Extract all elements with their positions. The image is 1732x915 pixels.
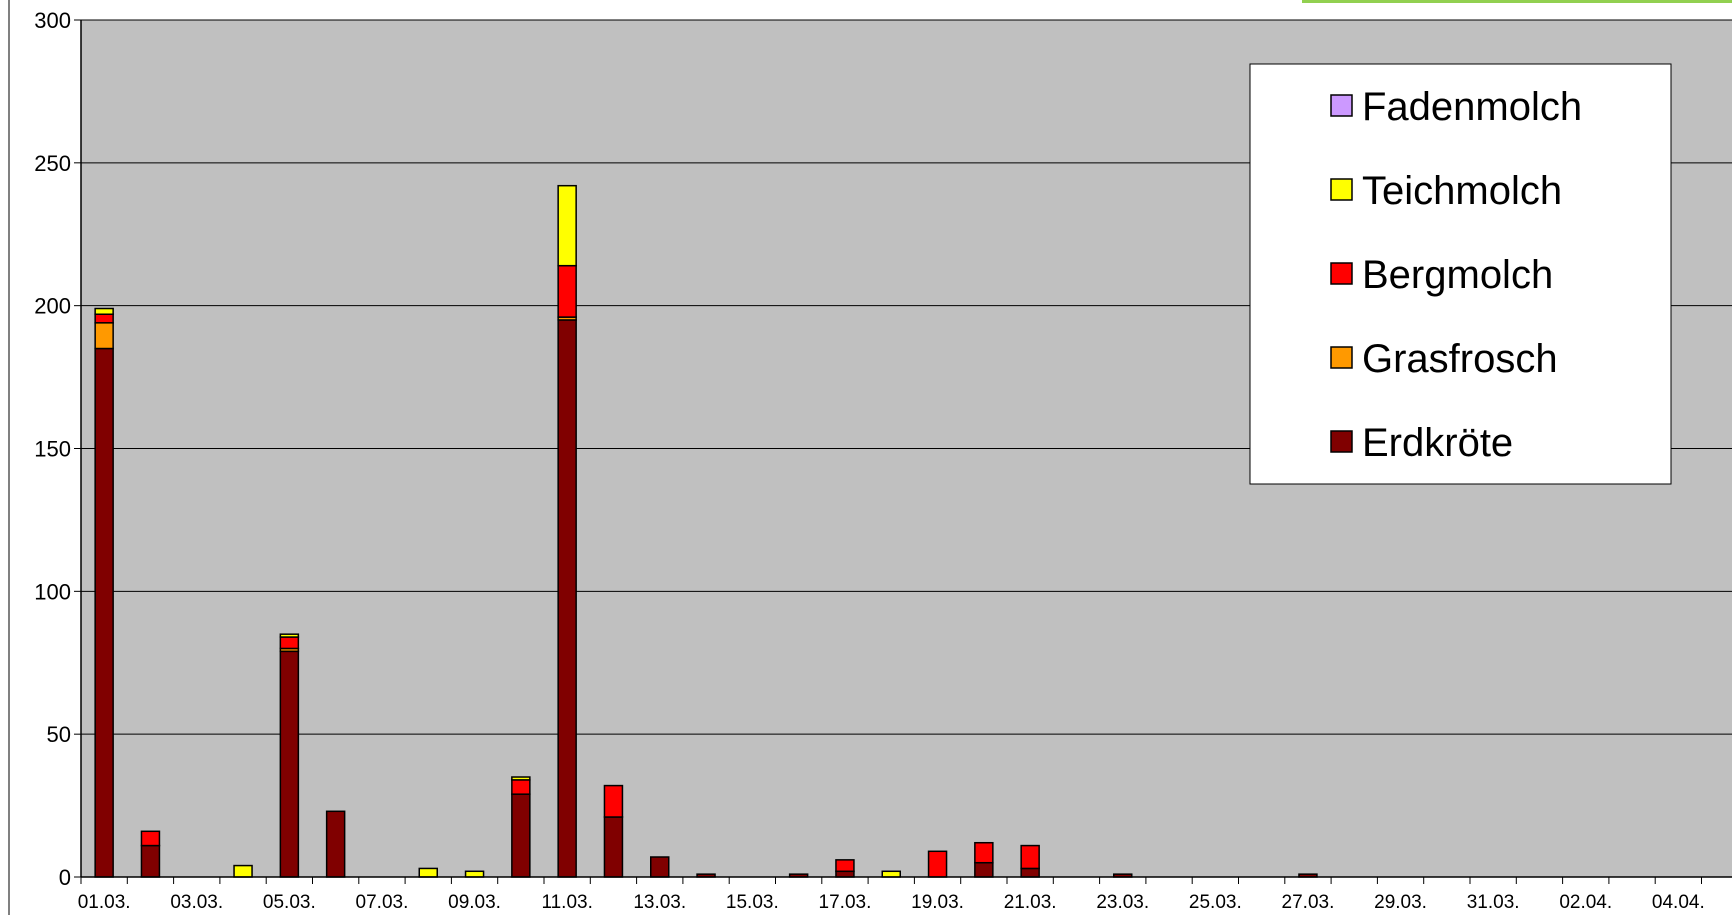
x-tick-label: 03.03. [170,892,223,913]
x-axis-ticks: 01.03. 03.03. 05.03. 07.03. 09.03. 11.03. 13.0… [78,877,1705,913]
x-tick-label: 27.03. [1282,892,1335,913]
x-tick-label: 31.03. [1467,892,1520,913]
x-tick-label: 04.04. [1652,892,1705,913]
y-tick-label: 250 [34,151,71,176]
x-tick-label: 23.03. [1096,892,1149,913]
x-tick-label: 11.03. [541,892,592,913]
bar-segment-teichmolch [280,634,298,637]
x-tick-label: 21.03. [1004,892,1057,913]
x-tick-label: 09.03. [448,892,501,913]
x-tick-label: 05.03. [263,892,316,913]
bar-segment-bergmolch [836,860,854,871]
bar-segment-bergmolch [604,786,622,817]
legend-swatch [1331,179,1352,200]
bar-segment-teichmolch [419,868,437,877]
legend-label: Bergmolch [1362,253,1553,297]
bar-segment-erdkr-te [836,871,854,877]
bar-segment-erdkr-te [280,651,298,877]
x-tick-label: 17.03. [819,892,872,913]
y-tick-label: 50 [47,722,71,747]
legend-label: Fadenmolch [1362,85,1582,129]
bar-segment-bergmolch [1021,846,1039,869]
y-tick-label: 0 [59,865,71,890]
x-tick-label: 25.03. [1189,892,1242,913]
bar-segment-erdkr-te [604,817,622,877]
legend-label: Grasfrosch [1362,337,1558,381]
bar-segment-erdkr-te [95,349,113,877]
bar-segment-erdkr-te [327,811,345,877]
legend-swatch [1331,431,1352,452]
y-tick-label: 100 [34,579,71,604]
bar-segment-erdkr-te [512,794,530,877]
x-tick-label: 19.03. [911,892,964,913]
y-tick-label: 150 [34,437,71,462]
bar-segment-teichmolch [95,309,113,315]
x-tick-label: 02.04. [1559,892,1612,913]
x-tick-label: 13.03. [633,892,686,913]
bar-segment-erdkr-te [975,863,993,877]
x-tick-label: 29.03. [1374,892,1427,913]
legend-swatch [1331,263,1352,284]
y-tick-label: 200 [34,294,71,319]
x-tick-label: 01.03. [78,892,131,913]
x-tick-label: 15.03. [726,892,779,913]
legend: Fadenmolch Teichmolch Bergmolch Grasfrosch E… [1250,64,1671,484]
bar-segment-erdkr-te [141,846,159,877]
legend-label: Erdkröte [1362,421,1513,465]
bar-segment-teichmolch [466,871,484,877]
bar-segment-bergmolch [929,851,947,877]
bar-segment-bergmolch [975,843,993,863]
legend-label: Teichmolch [1362,169,1562,213]
bar-segment-bergmolch [512,780,530,794]
bar-segment-erdkr-te [1021,868,1039,877]
bar-segment-erdkr-te [651,857,669,877]
legend-swatch [1331,347,1352,368]
y-tick-label: 300 [34,8,71,33]
bar-segment-teichmolch [882,871,900,877]
bar-segment-bergmolch [280,637,298,648]
bar-segment-teichmolch [558,186,576,266]
accent-bar [1302,0,1732,3]
y-axis-ticks: 0 50 100 150 200 250 300 [34,8,81,890]
bar-segment-erdkr-te [558,320,576,877]
bar-segment-teichmolch [234,866,252,877]
bar-segment-teichmolch [512,777,530,780]
legend-swatch [1331,95,1352,116]
bar-segment-bergmolch [95,314,113,323]
bar-segment-bergmolch [141,831,159,845]
bar-segment-grasfrosch [95,323,113,349]
bar-segment-bergmolch [558,266,576,317]
x-tick-label: 07.03. [356,892,409,913]
